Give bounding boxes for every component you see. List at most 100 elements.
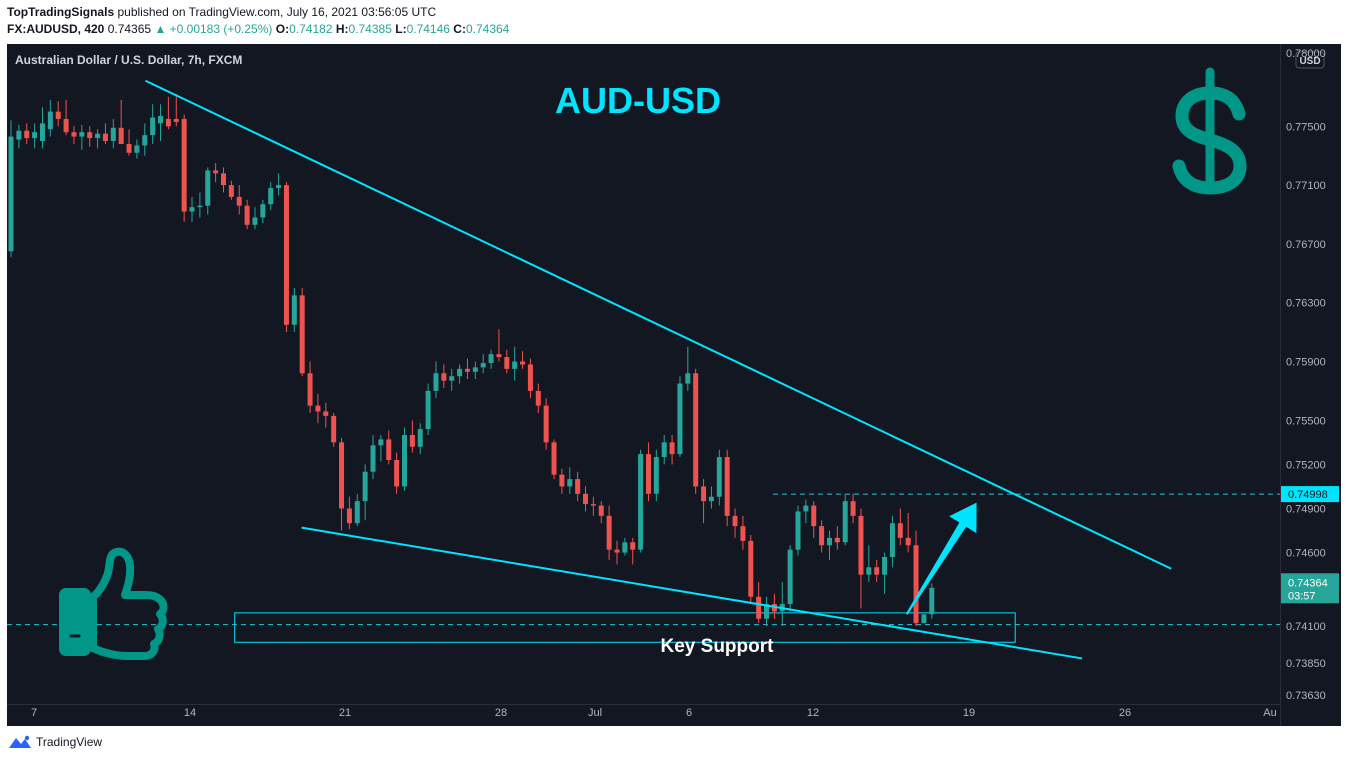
- price-tick-label: 0.73630: [1286, 690, 1326, 702]
- candle: [874, 559, 880, 582]
- candle: [866, 545, 872, 582]
- price-tick-label: 0.75200: [1286, 459, 1326, 471]
- candle: [457, 364, 463, 384]
- low-value: 0.74146: [406, 22, 450, 36]
- candle: [740, 515, 746, 550]
- candle: [315, 393, 321, 424]
- candle: [165, 96, 171, 130]
- close-value: 0.74364: [465, 22, 510, 36]
- ohlc-legend: FX:AUDUSD, 420 0.74365 ▲ +0.00183 (+0.25…: [7, 22, 509, 36]
- chart-title: Australian Dollar / U.S. Dollar, 7h, FXC…: [15, 53, 242, 67]
- candle: [496, 329, 502, 362]
- symbol-label: FX:AUDUSD, 420: [7, 22, 105, 36]
- candle: [929, 583, 935, 619]
- candle: [79, 124, 85, 150]
- candle: [819, 520, 825, 553]
- candle: [276, 173, 282, 196]
- price-tick-label: 0.78000: [1286, 48, 1326, 60]
- candle: [260, 199, 266, 224]
- candle: [472, 361, 478, 380]
- dollar-sign-icon: [1172, 67, 1247, 195]
- candle: [449, 368, 455, 391]
- open-value: 0.74182: [289, 22, 333, 36]
- candle: [441, 364, 447, 388]
- candle: [480, 354, 486, 374]
- price-tick-label: 0.74900: [1286, 503, 1326, 515]
- low-label: L:: [395, 22, 407, 36]
- candle: [693, 368, 699, 494]
- candle: [189, 196, 195, 222]
- candle: [252, 207, 258, 230]
- price-axis[interactable]: 0.78000 0.77500 0.77100 0.76700 0.76300 0.759…: [1286, 48, 1326, 702]
- time-tick-label: 14: [184, 707, 196, 719]
- candle: [386, 430, 392, 465]
- thumbs-up-icon: [59, 547, 168, 660]
- open-label: O:: [275, 22, 290, 36]
- candle: [307, 361, 313, 413]
- candle: [118, 99, 124, 144]
- candle: [559, 468, 565, 494]
- candle: [228, 180, 234, 200]
- candle: [677, 376, 683, 458]
- candle: [362, 464, 368, 521]
- time-tick-label: 6: [686, 707, 692, 719]
- candle: [543, 398, 549, 450]
- up-arrow-icon: [905, 502, 977, 615]
- current-price-badge: [1281, 573, 1339, 604]
- candle: [858, 508, 864, 609]
- candle: [32, 123, 38, 149]
- candle: [795, 505, 801, 556]
- currency-button[interactable]: USD: [1295, 51, 1325, 69]
- candle: [583, 486, 589, 512]
- candle: [598, 501, 604, 524]
- chart-background: [7, 44, 1341, 726]
- candle: [913, 530, 919, 627]
- price-chart[interactable]: Australian Dollar / U.S. Dollar, 7h, FXC…: [7, 44, 1341, 726]
- trendline-resistance: [145, 79, 1172, 570]
- candle: [110, 118, 116, 149]
- candle: [244, 199, 250, 230]
- candle: [433, 361, 439, 399]
- candle: [378, 435, 384, 462]
- candles-layer: [8, 93, 935, 627]
- candle: [181, 114, 187, 222]
- publish-info: TopTradingSignals published on TradingVi…: [7, 5, 436, 19]
- candle: [716, 449, 722, 506]
- candle: [811, 501, 817, 538]
- candle-countdown-label: 03:57: [1288, 590, 1316, 602]
- time-axis[interactable]: 7 14 21 28 Jul 6 12 19 26 Au: [31, 707, 1277, 719]
- candle: [268, 182, 274, 211]
- tradingview-brand[interactable]: TradingView: [36, 735, 103, 749]
- candle: [409, 420, 415, 453]
- candle: [732, 508, 738, 538]
- candle: [889, 515, 895, 568]
- candle: [102, 123, 108, 144]
- candle: [8, 120, 14, 258]
- candle: [213, 163, 219, 183]
- candle: [464, 358, 470, 380]
- publisher-name[interactable]: TopTradingSignals: [7, 5, 115, 19]
- candle: [897, 508, 903, 546]
- candle: [638, 449, 644, 553]
- time-tick-label: 26: [1119, 707, 1131, 719]
- candle: [331, 412, 337, 447]
- candle: [622, 537, 628, 556]
- candle: [567, 467, 573, 494]
- candle: [748, 534, 754, 605]
- candle: [425, 383, 431, 436]
- candle: [417, 423, 423, 455]
- price-tick-label: 0.77500: [1286, 121, 1326, 133]
- high-value: 0.74385: [348, 22, 392, 36]
- support-zone-box: [234, 612, 1016, 643]
- support-zone-layer: [234, 612, 1016, 643]
- candle: [653, 449, 659, 502]
- tradingview-logo-icon[interactable]: [8, 735, 32, 749]
- candle: [47, 99, 53, 137]
- candle: [645, 442, 651, 502]
- time-tick-label: 28: [495, 707, 507, 719]
- last-price: 0.74365: [107, 22, 152, 36]
- candle: [370, 435, 376, 480]
- current-price-label: 0.74364: [1288, 577, 1328, 589]
- candle: [87, 126, 93, 147]
